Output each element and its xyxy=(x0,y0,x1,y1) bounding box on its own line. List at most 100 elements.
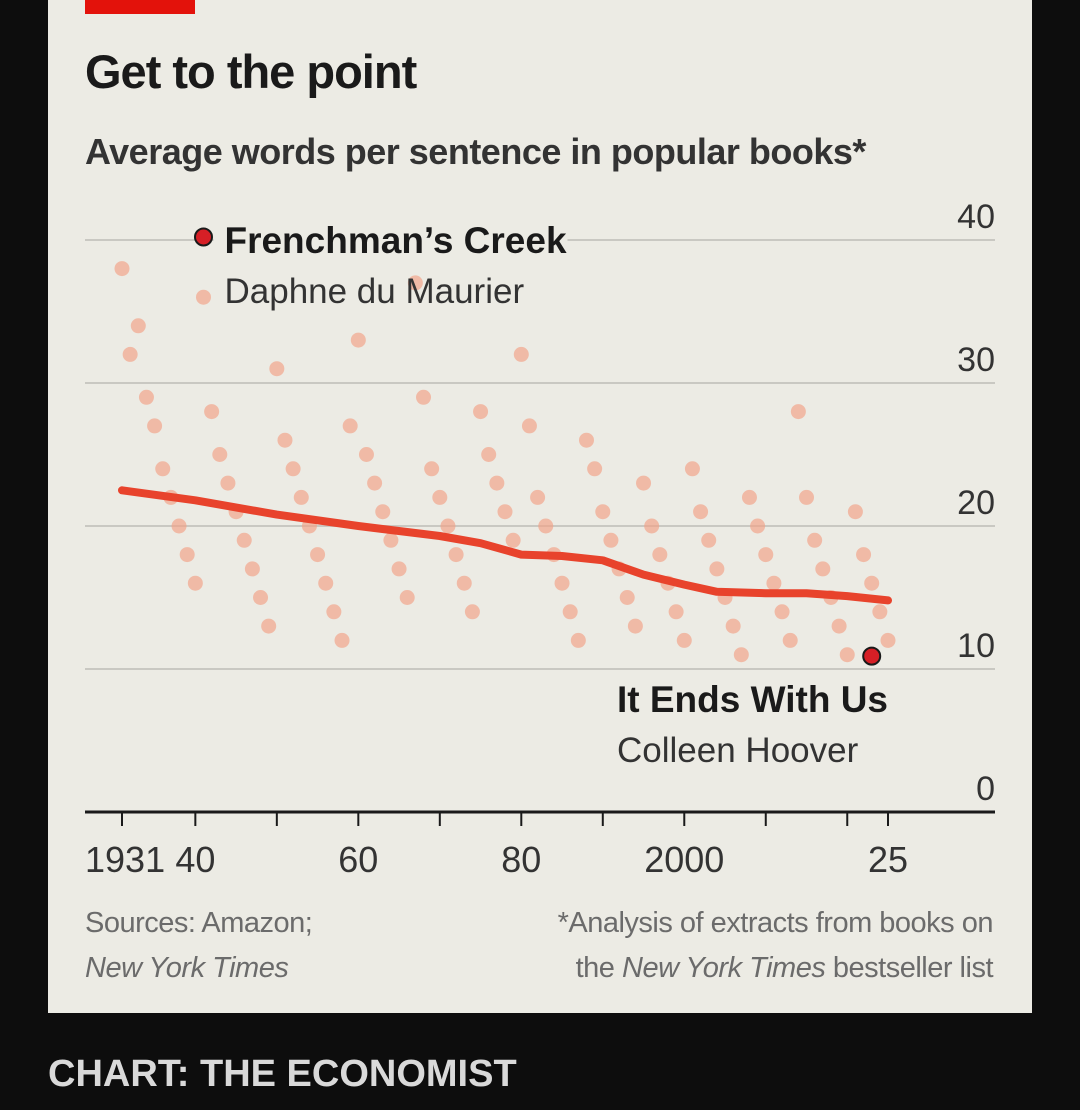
chart-title: Get to the point xyxy=(85,45,417,98)
highlight-author-frenchmans-creek: Daphne du Maurier xyxy=(224,272,524,311)
data-point-12 xyxy=(212,447,228,462)
data-point-70 xyxy=(684,461,700,477)
data-point-32 xyxy=(375,504,391,520)
data-point-20 xyxy=(277,432,293,448)
sources-line2: New York Times xyxy=(85,952,289,984)
data-point-11 xyxy=(204,404,220,420)
data-point-16 xyxy=(244,561,260,577)
data-point-39 xyxy=(432,489,448,505)
data-point-37 xyxy=(416,389,432,405)
data-point-34 xyxy=(391,561,407,577)
data-point-0 xyxy=(114,261,130,277)
data-point-59 xyxy=(595,504,611,520)
data-point-92 xyxy=(864,575,880,591)
data-point-21 xyxy=(285,461,301,477)
data-point-30 xyxy=(358,447,374,462)
data-point-24 xyxy=(310,547,326,563)
y-tick-label-30: 30 xyxy=(957,341,995,379)
data-point-88 xyxy=(831,618,847,634)
data-point-18 xyxy=(261,618,277,634)
data-point-46 xyxy=(489,475,505,491)
data-point-58 xyxy=(587,461,603,477)
data-point-72 xyxy=(701,532,717,548)
highlight-point-it-ends-with-us xyxy=(862,646,882,666)
data-point-84 xyxy=(799,489,815,505)
data-point-80 xyxy=(766,575,782,591)
data-point-50 xyxy=(521,418,537,434)
data-point-57 xyxy=(578,432,594,448)
chart-subtitle: Average words per sentence in popular bo… xyxy=(85,131,866,172)
data-point-41 xyxy=(448,547,464,563)
data-point-78 xyxy=(750,518,766,534)
data-point-62 xyxy=(619,590,635,605)
data-point-15 xyxy=(236,532,252,548)
data-point-65 xyxy=(644,518,660,534)
data-point-60 xyxy=(603,532,619,548)
data-point-73 xyxy=(709,561,725,577)
brand-red-tag xyxy=(85,0,195,14)
data-point-56 xyxy=(570,632,586,648)
data-point-89 xyxy=(839,647,855,663)
data-point-8 xyxy=(179,547,195,563)
data-point-91 xyxy=(856,547,872,563)
data-point-68 xyxy=(668,604,684,620)
y-tick-label-10: 10 xyxy=(957,627,995,665)
data-point-83 xyxy=(790,404,806,420)
x-tick-label-60: 60 xyxy=(338,839,378,880)
y-tick-label-40: 40 xyxy=(957,198,995,236)
y-tick-label-20: 20 xyxy=(957,484,995,522)
data-point-75 xyxy=(725,618,741,634)
label-mask-frenchmans-creek xyxy=(213,214,568,264)
x-tick-label-2000: 2000 xyxy=(644,839,724,880)
highlight-point-frenchmans-creek xyxy=(193,227,213,247)
data-point-42 xyxy=(456,575,472,591)
data-point-49 xyxy=(513,346,529,362)
data-point-44 xyxy=(473,404,489,420)
data-point-82 xyxy=(782,632,798,648)
data-point-79 xyxy=(758,547,774,563)
data-point-29 xyxy=(350,332,366,348)
data-point-93 xyxy=(872,604,888,620)
data-point-71 xyxy=(693,504,709,520)
data-point-22 xyxy=(293,489,309,505)
data-point-94 xyxy=(880,632,896,648)
data-point-52 xyxy=(538,518,554,534)
data-point-31 xyxy=(367,475,383,491)
data-point-43 xyxy=(464,604,480,620)
x-tick-label-40: 40 xyxy=(175,839,215,880)
data-point-1 xyxy=(122,346,138,362)
data-point-36 xyxy=(407,275,423,291)
data-point-33 xyxy=(383,532,399,548)
data-point-47 xyxy=(497,504,513,520)
highlight-title-it-ends-with-us: It Ends With Us xyxy=(617,679,888,720)
data-point-19 xyxy=(269,361,285,377)
data-point-63 xyxy=(627,618,643,634)
data-point-66 xyxy=(652,547,668,563)
data-point-76 xyxy=(733,647,749,663)
x-tick-label-25: 25 xyxy=(868,839,908,880)
data-point-7 xyxy=(171,518,187,534)
x-tick-label-1931: 1931 xyxy=(85,839,165,880)
data-point-51 xyxy=(530,489,546,505)
data-point-28 xyxy=(342,418,358,434)
chart-credit: CHART: THE ECONOMIST xyxy=(48,1053,517,1095)
data-point-2 xyxy=(130,318,146,334)
data-point-77 xyxy=(741,489,757,505)
data-point-9 xyxy=(187,575,203,591)
data-point-81 xyxy=(774,604,790,620)
data-point-69 xyxy=(676,632,692,648)
data-point-35 xyxy=(399,590,415,605)
data-point-27 xyxy=(334,632,350,648)
highlight-title-frenchmans-creek: Frenchman’s Creek xyxy=(224,220,566,261)
data-point-10 xyxy=(195,289,211,305)
data-point-38 xyxy=(424,461,440,477)
sources-note: Sources: Amazon; New York Times xyxy=(85,901,313,991)
data-point-86 xyxy=(815,561,831,577)
data-point-5 xyxy=(155,461,171,477)
data-point-55 xyxy=(562,604,578,620)
y-tick-label-0: 0 xyxy=(976,770,995,808)
highlight-author-it-ends-with-us: Colleen Hoover xyxy=(617,731,859,770)
data-point-3 xyxy=(138,389,154,405)
data-point-26 xyxy=(326,604,342,620)
